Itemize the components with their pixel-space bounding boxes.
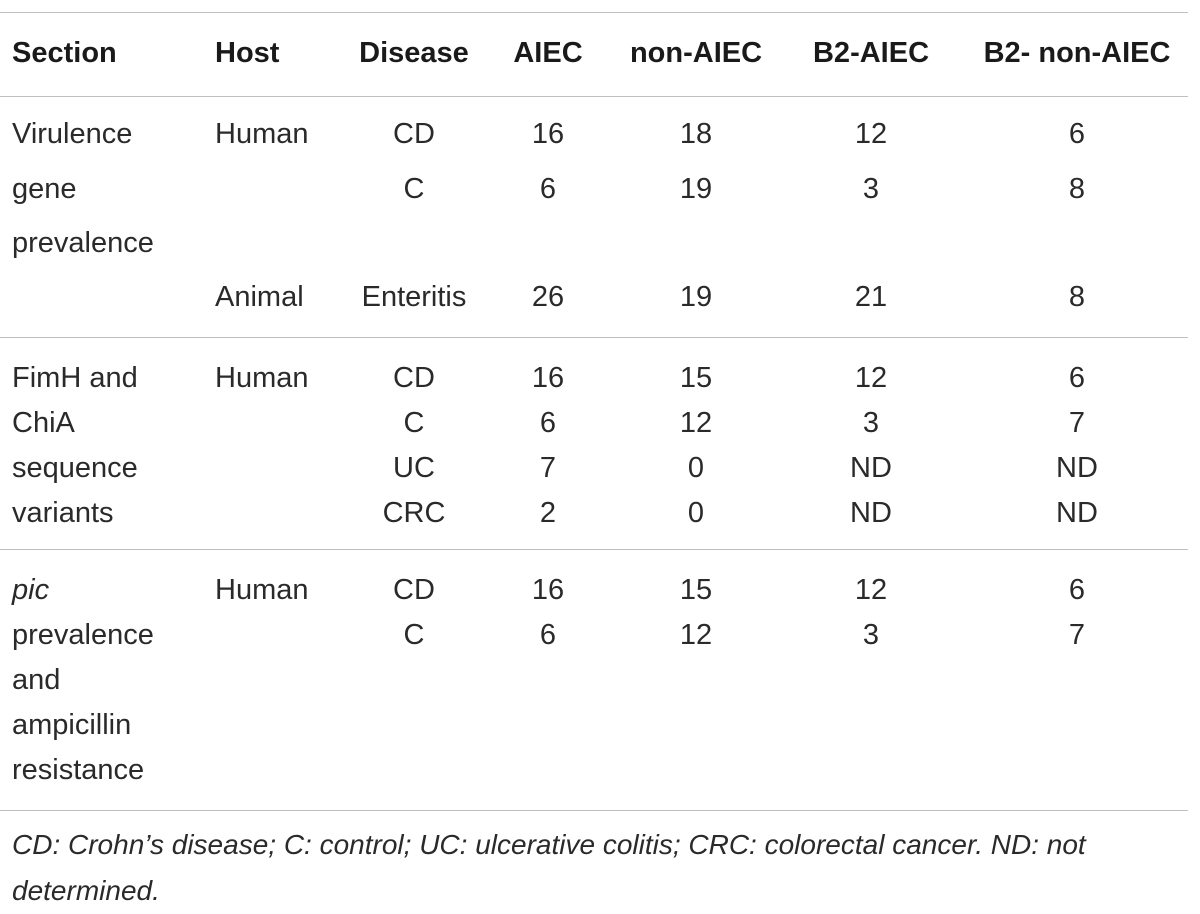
b2-non-aiec-cell: 7 xyxy=(1068,407,1086,439)
table-footnote: CD: Crohn’s disease; C: control; UC: ulc… xyxy=(12,829,1086,906)
column-header-b2-aiec: B2-AIEC xyxy=(812,37,930,69)
column-header-disease: Disease xyxy=(359,37,469,69)
section-label-line: sequence xyxy=(12,452,138,484)
b2-aiec-cell: 12 xyxy=(854,574,888,606)
non-aiec-cell: 0 xyxy=(687,452,705,484)
disease-cell: CD xyxy=(393,574,435,606)
b2-non-aiec-cell: 8 xyxy=(1068,173,1086,205)
group-1-bottom-rule xyxy=(0,337,1188,338)
b2-non-aiec-cell: ND xyxy=(1056,497,1098,529)
b2-aiec-cell: ND xyxy=(850,497,892,529)
non-aiec-cell: 15 xyxy=(679,574,713,606)
column-header-aiec: AIEC xyxy=(513,37,583,69)
non-aiec-cell: 15 xyxy=(679,362,713,394)
aiec-cell: 16 xyxy=(531,362,565,394)
non-aiec-cell: 18 xyxy=(679,118,713,150)
column-header-host: Host xyxy=(215,37,280,69)
section-label-line: prevalence xyxy=(12,619,154,651)
b2-aiec-cell: 3 xyxy=(862,407,880,439)
disease-cell: C xyxy=(403,407,425,439)
b2-aiec-cell: ND xyxy=(850,452,892,484)
aiec-cell: 2 xyxy=(539,497,557,529)
non-aiec-cell: 12 xyxy=(679,619,713,651)
aiec-cell: 7 xyxy=(539,452,557,484)
disease-cell: CD xyxy=(393,362,435,394)
table-top-rule xyxy=(0,12,1188,13)
aiec-cell: 26 xyxy=(531,281,565,313)
disease-cell: Enteritis xyxy=(361,281,467,313)
disease-cell: C xyxy=(403,619,425,651)
non-aiec-cell: 19 xyxy=(679,281,713,313)
host-cell: Human xyxy=(215,118,309,150)
table-bottom-rule xyxy=(0,810,1188,811)
section-label-line: resistance xyxy=(12,754,145,786)
column-header-section: Section xyxy=(12,37,117,69)
header-bottom-rule xyxy=(0,96,1188,97)
b2-non-aiec-cell: 7 xyxy=(1068,619,1086,651)
section-label-line: FimH and xyxy=(12,362,138,394)
b2-non-aiec-cell: 6 xyxy=(1068,574,1086,606)
aiec-cell: 16 xyxy=(531,574,565,606)
b2-aiec-cell: 12 xyxy=(854,362,888,394)
disease-cell: CRC xyxy=(382,497,446,529)
b2-aiec-cell: 12 xyxy=(854,118,888,150)
host-cell: Animal xyxy=(215,281,304,313)
b2-non-aiec-cell: 8 xyxy=(1068,281,1086,313)
section-label-line: variants xyxy=(12,497,114,529)
b2-aiec-cell: 21 xyxy=(854,281,888,313)
section-label-line: gene xyxy=(12,173,77,205)
section-label-line: and xyxy=(12,664,61,696)
aiec-cell: 16 xyxy=(531,118,565,150)
section-label-line: pic xyxy=(12,574,50,606)
aiec-cell: 6 xyxy=(539,407,557,439)
b2-non-aiec-cell: 6 xyxy=(1068,118,1086,150)
b2-aiec-cell: 3 xyxy=(862,619,880,651)
host-cell: Human xyxy=(215,362,309,394)
disease-cell: C xyxy=(403,173,425,205)
section-label-line: Virulence xyxy=(12,118,133,150)
non-aiec-cell: 19 xyxy=(679,173,713,205)
b2-aiec-cell: 3 xyxy=(862,173,880,205)
disease-cell: UC xyxy=(393,452,435,484)
aiec-cell: 6 xyxy=(539,619,557,651)
non-aiec-cell: 0 xyxy=(687,497,705,529)
section-label-line: ChiA xyxy=(12,407,75,439)
host-cell: Human xyxy=(215,574,309,606)
b2-non-aiec-cell: ND xyxy=(1056,452,1098,484)
disease-cell: CD xyxy=(393,118,435,150)
column-header-non-aiec: non-AIEC xyxy=(629,37,763,69)
section-label-line: prevalence xyxy=(12,227,154,259)
group-2-bottom-rule xyxy=(0,549,1188,550)
non-aiec-cell: 12 xyxy=(679,407,713,439)
column-header-b2-non-aiec: B2- non-AIEC xyxy=(983,37,1171,69)
section-label-line: ampicillin xyxy=(12,709,132,741)
aiec-cell: 6 xyxy=(539,173,557,205)
b2-non-aiec-cell: 6 xyxy=(1068,362,1086,394)
